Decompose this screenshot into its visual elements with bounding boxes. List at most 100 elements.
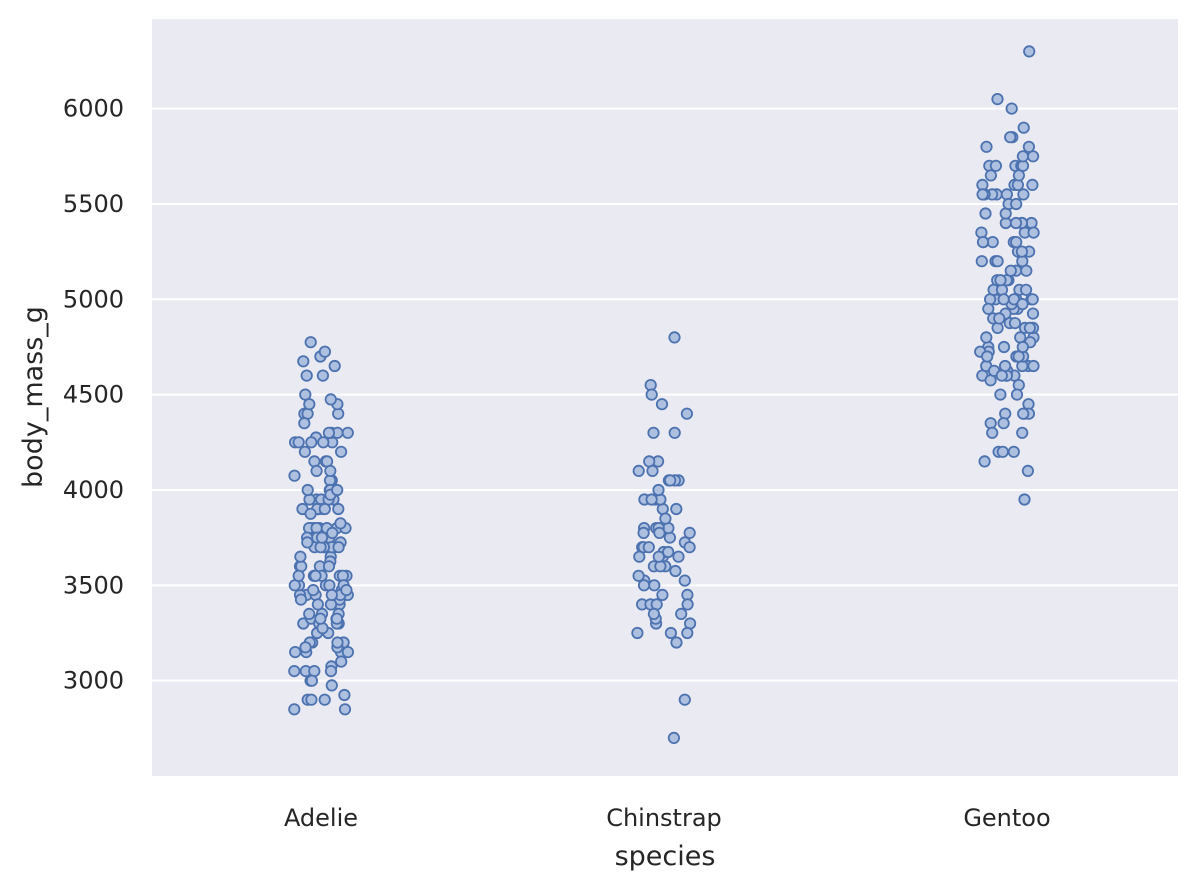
data-point-gentoo xyxy=(997,293,1010,306)
data-point-adelie xyxy=(288,664,301,678)
data-point-chinstrap xyxy=(652,483,665,497)
data-point-adelie xyxy=(331,636,344,649)
data-point-chinstrap xyxy=(655,398,669,411)
data-point-gentoo xyxy=(1016,426,1029,439)
data-point-gentoo xyxy=(1010,197,1023,211)
points-layer xyxy=(288,45,1040,745)
data-point-adelie xyxy=(318,502,331,516)
y-tick-label: 6000 xyxy=(63,95,124,123)
data-point-adelie xyxy=(318,693,331,706)
data-point-gentoo xyxy=(1022,140,1036,153)
data-point-gentoo xyxy=(993,312,1006,325)
data-point-adelie xyxy=(314,612,327,625)
data-point-gentoo xyxy=(1018,493,1031,506)
data-point-chinstrap xyxy=(668,426,681,439)
data-point-adelie xyxy=(334,445,348,458)
data-point-gentoo xyxy=(1026,293,1039,306)
data-point-gentoo xyxy=(994,274,1007,287)
data-point-chinstrap xyxy=(654,560,667,573)
data-point-gentoo xyxy=(994,388,1007,401)
data-point-gentoo xyxy=(1000,188,1014,201)
data-point-adelie xyxy=(328,359,341,373)
data-point-adelie xyxy=(303,493,316,506)
y-tick-label: 5500 xyxy=(63,190,124,218)
data-point-adelie xyxy=(331,483,344,497)
data-point-gentoo xyxy=(976,188,989,201)
data-point-adelie xyxy=(305,436,318,449)
data-point-gentoo xyxy=(995,369,1008,382)
y-tick-label: 4000 xyxy=(63,476,124,504)
data-point-adelie xyxy=(300,369,313,382)
data-point-adelie xyxy=(338,703,352,716)
data-point-gentoo xyxy=(1019,283,1033,296)
data-point-adelie xyxy=(309,569,322,582)
data-point-adelie xyxy=(341,645,354,659)
data-point-gentoo xyxy=(1016,297,1029,311)
data-point-chinstrap xyxy=(672,550,685,563)
data-point-adelie xyxy=(334,517,347,530)
data-point-gentoo xyxy=(975,255,988,268)
plot-area xyxy=(152,19,1178,776)
data-point-adelie xyxy=(325,679,338,692)
data-point-chinstrap xyxy=(645,388,658,401)
data-point-chinstrap xyxy=(667,731,681,745)
x-axis-title: species xyxy=(615,841,716,872)
data-point-adelie xyxy=(341,426,354,439)
data-point-gentoo xyxy=(1012,169,1026,182)
data-point-adelie xyxy=(324,664,338,678)
data-point-gentoo xyxy=(1023,321,1037,334)
data-point-adelie xyxy=(289,645,302,659)
data-point-chinstrap xyxy=(681,626,694,640)
x-tick-labels: Adelie Chinstrap Gentoo xyxy=(284,804,1051,832)
data-point-chinstrap xyxy=(642,541,655,554)
y-tick-label: 3000 xyxy=(63,667,124,695)
data-point-gentoo xyxy=(997,340,1011,354)
data-point-gentoo xyxy=(1017,407,1030,420)
data-point-chinstrap xyxy=(652,550,665,563)
data-point-chinstrap xyxy=(681,598,694,611)
data-point-adelie xyxy=(332,541,345,554)
data-point-adelie xyxy=(332,502,345,516)
data-point-adelie xyxy=(330,612,343,625)
data-point-adelie xyxy=(294,550,307,563)
y-tick-label: 3500 xyxy=(63,571,124,599)
data-point-adelie xyxy=(316,369,329,382)
data-point-gentoo xyxy=(984,417,997,430)
data-point-adelie xyxy=(324,393,337,406)
data-point-gentoo xyxy=(1021,464,1035,477)
data-point-gentoo xyxy=(984,169,998,182)
data-point-adelie xyxy=(294,593,308,606)
data-point-gentoo xyxy=(1004,131,1017,144)
data-point-adelie xyxy=(292,436,305,449)
data-point-gentoo xyxy=(991,93,1004,106)
data-point-gentoo xyxy=(1016,340,1029,354)
data-point-adelie xyxy=(307,583,320,597)
data-point-adelie xyxy=(298,417,311,430)
data-point-gentoo xyxy=(1017,121,1030,134)
data-point-chinstrap xyxy=(683,526,696,540)
x-tick-label: Chinstrap xyxy=(606,804,722,832)
data-point-adelie xyxy=(340,583,353,597)
data-point-chinstrap xyxy=(678,693,691,706)
data-point-gentoo xyxy=(1027,359,1040,373)
data-point-adelie xyxy=(304,507,317,520)
data-point-gentoo xyxy=(997,417,1010,430)
data-point-chinstrap xyxy=(633,550,646,563)
data-point-adelie xyxy=(288,703,301,716)
data-point-gentoo xyxy=(1009,216,1023,230)
data-point-adelie xyxy=(325,588,338,602)
data-point-gentoo xyxy=(995,283,1009,296)
data-point-adelie xyxy=(314,541,327,554)
data-point-gentoo xyxy=(1008,316,1022,330)
data-point-adelie xyxy=(288,469,301,482)
data-point-adelie xyxy=(304,336,317,349)
data-point-chinstrap xyxy=(632,569,645,582)
data-point-chinstrap xyxy=(662,545,675,559)
data-point-adelie xyxy=(292,569,305,582)
data-point-chinstrap xyxy=(632,464,645,477)
x-tick-label: Gentoo xyxy=(963,804,1050,832)
data-point-gentoo xyxy=(979,207,992,220)
data-point-chinstrap xyxy=(637,526,650,540)
